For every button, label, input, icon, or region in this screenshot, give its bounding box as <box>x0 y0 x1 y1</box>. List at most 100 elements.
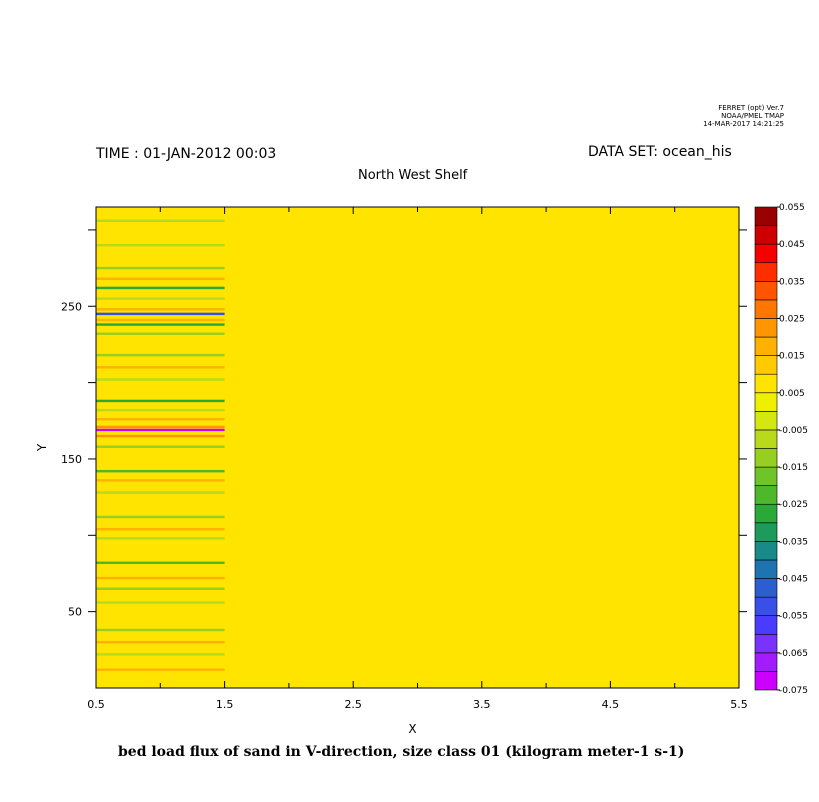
plot-layer <box>96 207 739 688</box>
colorbar-segment <box>754 355 778 375</box>
heatmap-stripe <box>96 469 225 473</box>
y-axis-label: Y <box>35 443 49 452</box>
heatmap-stripe <box>96 576 225 580</box>
x-tick-label: 1.5 <box>216 698 234 711</box>
colorbar-segment <box>754 206 778 226</box>
colorbar-segment <box>754 485 778 505</box>
heatmap-stripe <box>96 628 225 632</box>
colorbar-segment <box>754 559 778 579</box>
colorbar-segment <box>754 243 778 264</box>
heatmap-stripe <box>96 668 225 671</box>
axes-layer: 0.5 1.5 2.5 3.5 4.5 5.5 50 150 250 X Y <box>35 206 748 736</box>
colorbar-segment <box>754 522 778 542</box>
heatmap-stripe <box>96 297 225 300</box>
heatmap-stripe <box>96 549 225 552</box>
stamp-version: FERRET (opt) Ver.7 <box>718 104 784 112</box>
colorbar-segment <box>754 671 778 691</box>
colorbar-segment <box>754 466 778 486</box>
colorbar-label: -0.075 <box>779 686 808 696</box>
colorbar-segment <box>754 596 778 616</box>
heatmap-stripe <box>96 277 225 280</box>
heatmap-stripe <box>96 418 225 421</box>
x-axis-label: X <box>408 722 416 736</box>
heatmap-stripe <box>96 428 225 432</box>
colorbar-label: 0.025 <box>779 314 805 324</box>
heatmap-stripe <box>96 434 225 438</box>
heatmap-stripe <box>96 353 225 357</box>
heatmap-stripe <box>96 256 225 259</box>
heatmap-stripe <box>96 231 225 235</box>
caption: bed load flux of sand in V-direction, si… <box>118 744 685 760</box>
time-label: TIME : 01-JAN-2012 00:03 <box>96 146 277 162</box>
colorbar-segment <box>754 411 778 431</box>
colorbar: 0.055 0.045 0.035 0.025 0.015 0.005 -0.005 -0.0… <box>754 203 808 696</box>
colorbar-segment <box>754 503 778 524</box>
colorbar-segment <box>754 336 778 356</box>
dataset-label: DATA SET: ocean_his <box>588 144 732 160</box>
heatmap-stripe <box>96 653 225 656</box>
ferret-stamp: FERRET (opt) Ver.7 NOAA/PMEL TMAP 14-MAR… <box>690 104 784 128</box>
x-tick-label: 4.5 <box>602 698 620 711</box>
heatmap-stripe <box>96 561 225 565</box>
colorbar-label: -0.055 <box>779 612 808 622</box>
colorbar-segment <box>754 448 778 468</box>
colorbar-label: -0.025 <box>779 500 808 510</box>
x-tick-label: 0.5 <box>87 698 105 711</box>
heatmap-stripe <box>96 527 225 531</box>
colorbar-segment <box>754 578 778 598</box>
colorbar-segment <box>754 262 778 282</box>
colorbar-label: -0.015 <box>779 463 808 473</box>
heatmap-stripe <box>96 613 225 616</box>
colorbar-label: 0.005 <box>779 389 805 399</box>
colorbar-label: 0.015 <box>779 352 805 362</box>
colorbar-segment <box>754 225 778 245</box>
heatmap-stripe <box>96 515 225 519</box>
heatmap-stripe <box>96 219 225 222</box>
heatmap-stripe <box>96 479 225 482</box>
colorbar-label: 0.055 <box>779 203 805 213</box>
colorbar-label: 0.045 <box>779 240 805 250</box>
heatmap-stripe <box>96 332 225 335</box>
heatmap-stripe <box>96 445 225 448</box>
colorbar-segment <box>754 615 778 635</box>
heatmap-stripe <box>96 640 225 644</box>
heatmap-stripe <box>96 318 225 322</box>
heatmap-stripe <box>96 503 225 506</box>
colorbar-label: -0.065 <box>779 649 808 659</box>
heatmap-stripe <box>96 286 225 290</box>
colorbar-segment <box>754 541 778 561</box>
colorbar-label: 0.035 <box>779 277 805 287</box>
x-tick-label: 2.5 <box>344 698 362 711</box>
heatmap-stripe <box>96 537 225 540</box>
x-tick-label: 3.5 <box>473 698 491 711</box>
y-tick-label: 150 <box>61 453 82 466</box>
colorbar-segment <box>754 318 778 338</box>
stamp-date: 14-MAR-2017 14:21:25 <box>703 120 784 128</box>
heatmap-stripe <box>96 323 225 326</box>
heatmap-stripe <box>96 341 225 345</box>
colorbar-segment <box>754 299 778 319</box>
stamp-org: NOAA/PMEL TMAP <box>721 112 784 120</box>
heatmap-stripe <box>96 457 225 461</box>
heatmap-stripe <box>96 425 225 429</box>
y-tick-label: 250 <box>61 300 82 313</box>
colorbar-segment <box>754 373 778 394</box>
heatmap-stripe <box>96 587 225 590</box>
heatmap-stripe <box>96 378 225 381</box>
y-tick-label: 50 <box>68 606 82 619</box>
heatmap-stripe <box>96 601 225 604</box>
heatmap-stripe <box>96 366 225 369</box>
x-tick-label: 5.5 <box>730 698 748 711</box>
heatmap-stripe <box>96 312 225 316</box>
colorbar-segment <box>754 281 778 301</box>
colorbar-segment <box>754 633 778 654</box>
colorbar-segment <box>754 392 778 412</box>
heatmap-stripe <box>96 408 225 412</box>
colorbar-segment <box>754 429 778 449</box>
heatmap-stripe <box>96 308 225 311</box>
colorbar-label: -0.005 <box>779 426 808 436</box>
colorbar-label: -0.045 <box>779 575 808 585</box>
colorbar-label: -0.035 <box>779 537 808 547</box>
heatmap-stripe <box>96 399 225 403</box>
